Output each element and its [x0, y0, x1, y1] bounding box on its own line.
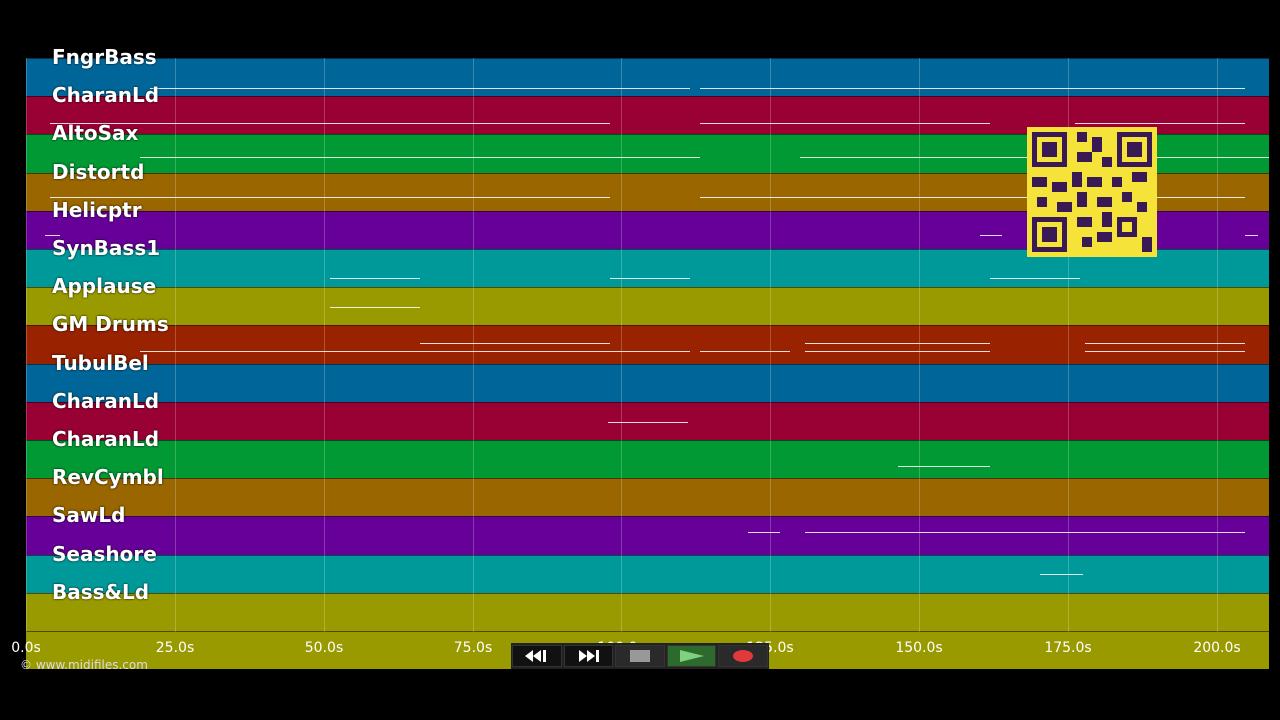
record-button[interactable]: [718, 645, 768, 667]
note-mark: [45, 235, 60, 236]
track-label: RevCymbl: [52, 465, 164, 490]
time-tick-label: 175.0s: [1044, 640, 1092, 656]
track-label: SynBass1: [52, 236, 161, 260]
note-mark: [980, 235, 1002, 236]
time-tick-label: 200.0s: [1193, 640, 1241, 656]
note-mark: [608, 422, 688, 423]
note-mark: [805, 532, 1245, 533]
note-mark: [700, 197, 1245, 198]
note-mark: [748, 532, 780, 533]
note-mark: [1085, 343, 1245, 344]
stop-button[interactable]: [615, 645, 665, 667]
note-mark: [898, 466, 990, 467]
qr-code-icon: [1027, 127, 1157, 257]
track-label: CharanLd: [52, 427, 160, 451]
note-mark: [140, 157, 700, 158]
record-icon: [733, 650, 754, 662]
track-label: AltoSax: [52, 121, 139, 146]
play-icon: [679, 650, 704, 662]
track-label: CharanLd: [52, 388, 160, 413]
track-lane: [26, 363, 1269, 402]
note-mark: [140, 351, 610, 352]
note-mark: [700, 351, 790, 352]
transport-controls: [511, 643, 769, 669]
note-mark: [805, 343, 990, 344]
rewind-icon: [524, 650, 546, 662]
note-mark: [1040, 574, 1083, 575]
track-lane: [26, 58, 1269, 97]
grid-line: [1068, 58, 1069, 632]
track-label: Applause: [52, 274, 157, 299]
track-label: Distortd: [52, 159, 145, 184]
grid-line: [1217, 58, 1218, 632]
note-mark: [1075, 123, 1245, 124]
time-tick-label: 25.0s: [155, 640, 195, 656]
track-label: FngrBass: [52, 45, 157, 69]
note-mark: [420, 343, 610, 344]
track-lane: [26, 325, 1269, 364]
track-lane: [26, 478, 1269, 517]
note-mark: [330, 307, 420, 308]
grid-line: [770, 58, 771, 632]
track-label: Seashore: [52, 541, 157, 566]
track-label: GM Drums: [52, 312, 169, 337]
time-tick-label: 75.0s: [453, 640, 493, 656]
track-label: SawLd: [52, 503, 126, 528]
time-tick-label: 150.0s: [895, 640, 943, 656]
grid-line: [473, 58, 474, 632]
grid-line: [26, 58, 27, 632]
time-tick-label: 0.0s: [11, 640, 41, 656]
grid-line: [919, 58, 920, 632]
grid-line: [324, 58, 325, 632]
grid-line: [175, 58, 176, 632]
note-mark: [990, 278, 1080, 279]
track-lane: [26, 401, 1269, 440]
time-tick-label: 50.0s: [304, 640, 344, 656]
play-button[interactable]: [666, 645, 717, 667]
note-mark: [150, 88, 690, 89]
copyright-text: © www.midifiles.com: [20, 658, 148, 672]
fast-forward-icon: [579, 650, 600, 662]
track-label: CharanLd: [52, 83, 160, 108]
fast-forward-button[interactable]: [563, 645, 614, 667]
note-mark: [805, 351, 990, 352]
track-lane: [26, 554, 1269, 593]
track-lane: [26, 440, 1269, 479]
track-lane: [26, 287, 1269, 326]
note-mark: [1245, 235, 1258, 236]
note-mark: [700, 123, 990, 124]
stop-icon: [629, 650, 650, 662]
note-mark: [610, 278, 690, 279]
note-mark: [330, 278, 420, 279]
note-mark: [700, 88, 1245, 89]
track-label: TubulBel: [52, 350, 149, 375]
track-lane: [26, 592, 1269, 631]
note-mark: [1085, 351, 1245, 352]
note-mark: [610, 351, 690, 352]
track-lane: [26, 516, 1269, 555]
grid-line: [621, 58, 622, 632]
note-mark: [50, 123, 610, 124]
track-label: Bass&Ld: [52, 579, 150, 604]
note-mark: [50, 197, 610, 198]
rewind-button[interactable]: [512, 645, 562, 667]
track-label: Helicptr: [52, 197, 142, 222]
